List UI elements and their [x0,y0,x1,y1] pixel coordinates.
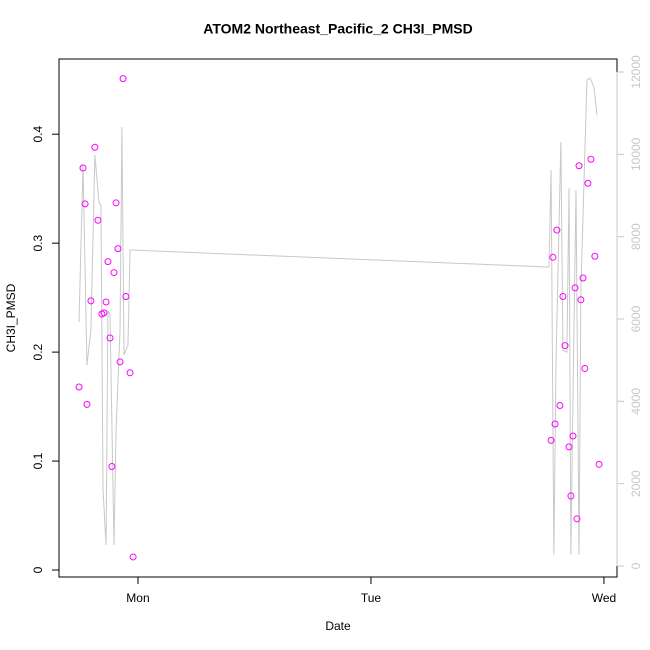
data-point [584,179,592,187]
y-tick-label: 0 [31,566,45,573]
y-tick-label: 0.1 [31,452,45,469]
y2-tick-label: 0 [629,562,643,569]
data-point [100,309,108,317]
y2-tick-label: 6000 [629,305,643,332]
x-axis-title: Date [325,619,351,633]
data-point [87,297,95,305]
y2-tick-label: 2000 [629,470,643,497]
x-tick-label: Tue [361,591,382,605]
data-point [75,383,83,391]
data-point [581,364,589,372]
data-point [587,155,595,163]
data-point [94,216,102,224]
data-point [112,199,120,207]
data-point [104,258,112,266]
data-point [549,253,557,261]
data-point [83,400,91,408]
data-point [102,298,110,306]
data-point [556,401,564,409]
y-tick-label: 0.4 [31,126,45,143]
data-point [567,492,575,500]
y-tick-label: 0.2 [31,343,45,360]
data-point [551,420,559,428]
data-point [79,164,87,172]
data-point [559,293,567,301]
data-point [110,269,118,277]
data-point [81,200,89,208]
y2-tick-label: 10000 [629,137,643,171]
y-tick-label: 0.3 [31,234,45,251]
data-point [577,296,585,304]
data-point [571,284,579,292]
y2-tick-label: 4000 [629,388,643,415]
data-point [119,75,127,83]
data-point [116,358,124,366]
data-point [114,245,122,253]
chart-title: ATOM2 Northeast_Pacific_2 CH3I_PMSD [203,21,472,37]
data-point [561,342,569,350]
x-tick-label: Mon [126,591,149,605]
data-point [591,252,599,260]
data-point [579,274,587,282]
x-tick-label: Wed [592,591,616,605]
data-point [91,143,99,151]
data-point [569,432,577,440]
data-point [575,162,583,170]
data-point [565,443,573,451]
y2-tick-label: 12000 [629,55,643,89]
data-point [129,553,137,561]
data-point [573,515,581,523]
data-line [78,77,598,556]
data-point [595,460,603,468]
data-point [106,334,114,342]
y2-tick-label: 8000 [629,223,643,250]
data-point [126,369,134,377]
data-point [108,463,116,471]
data-point [122,293,130,301]
y-axis-title: CH3I_PMSD [4,283,18,352]
data-point [553,226,561,234]
data-point [547,436,555,444]
